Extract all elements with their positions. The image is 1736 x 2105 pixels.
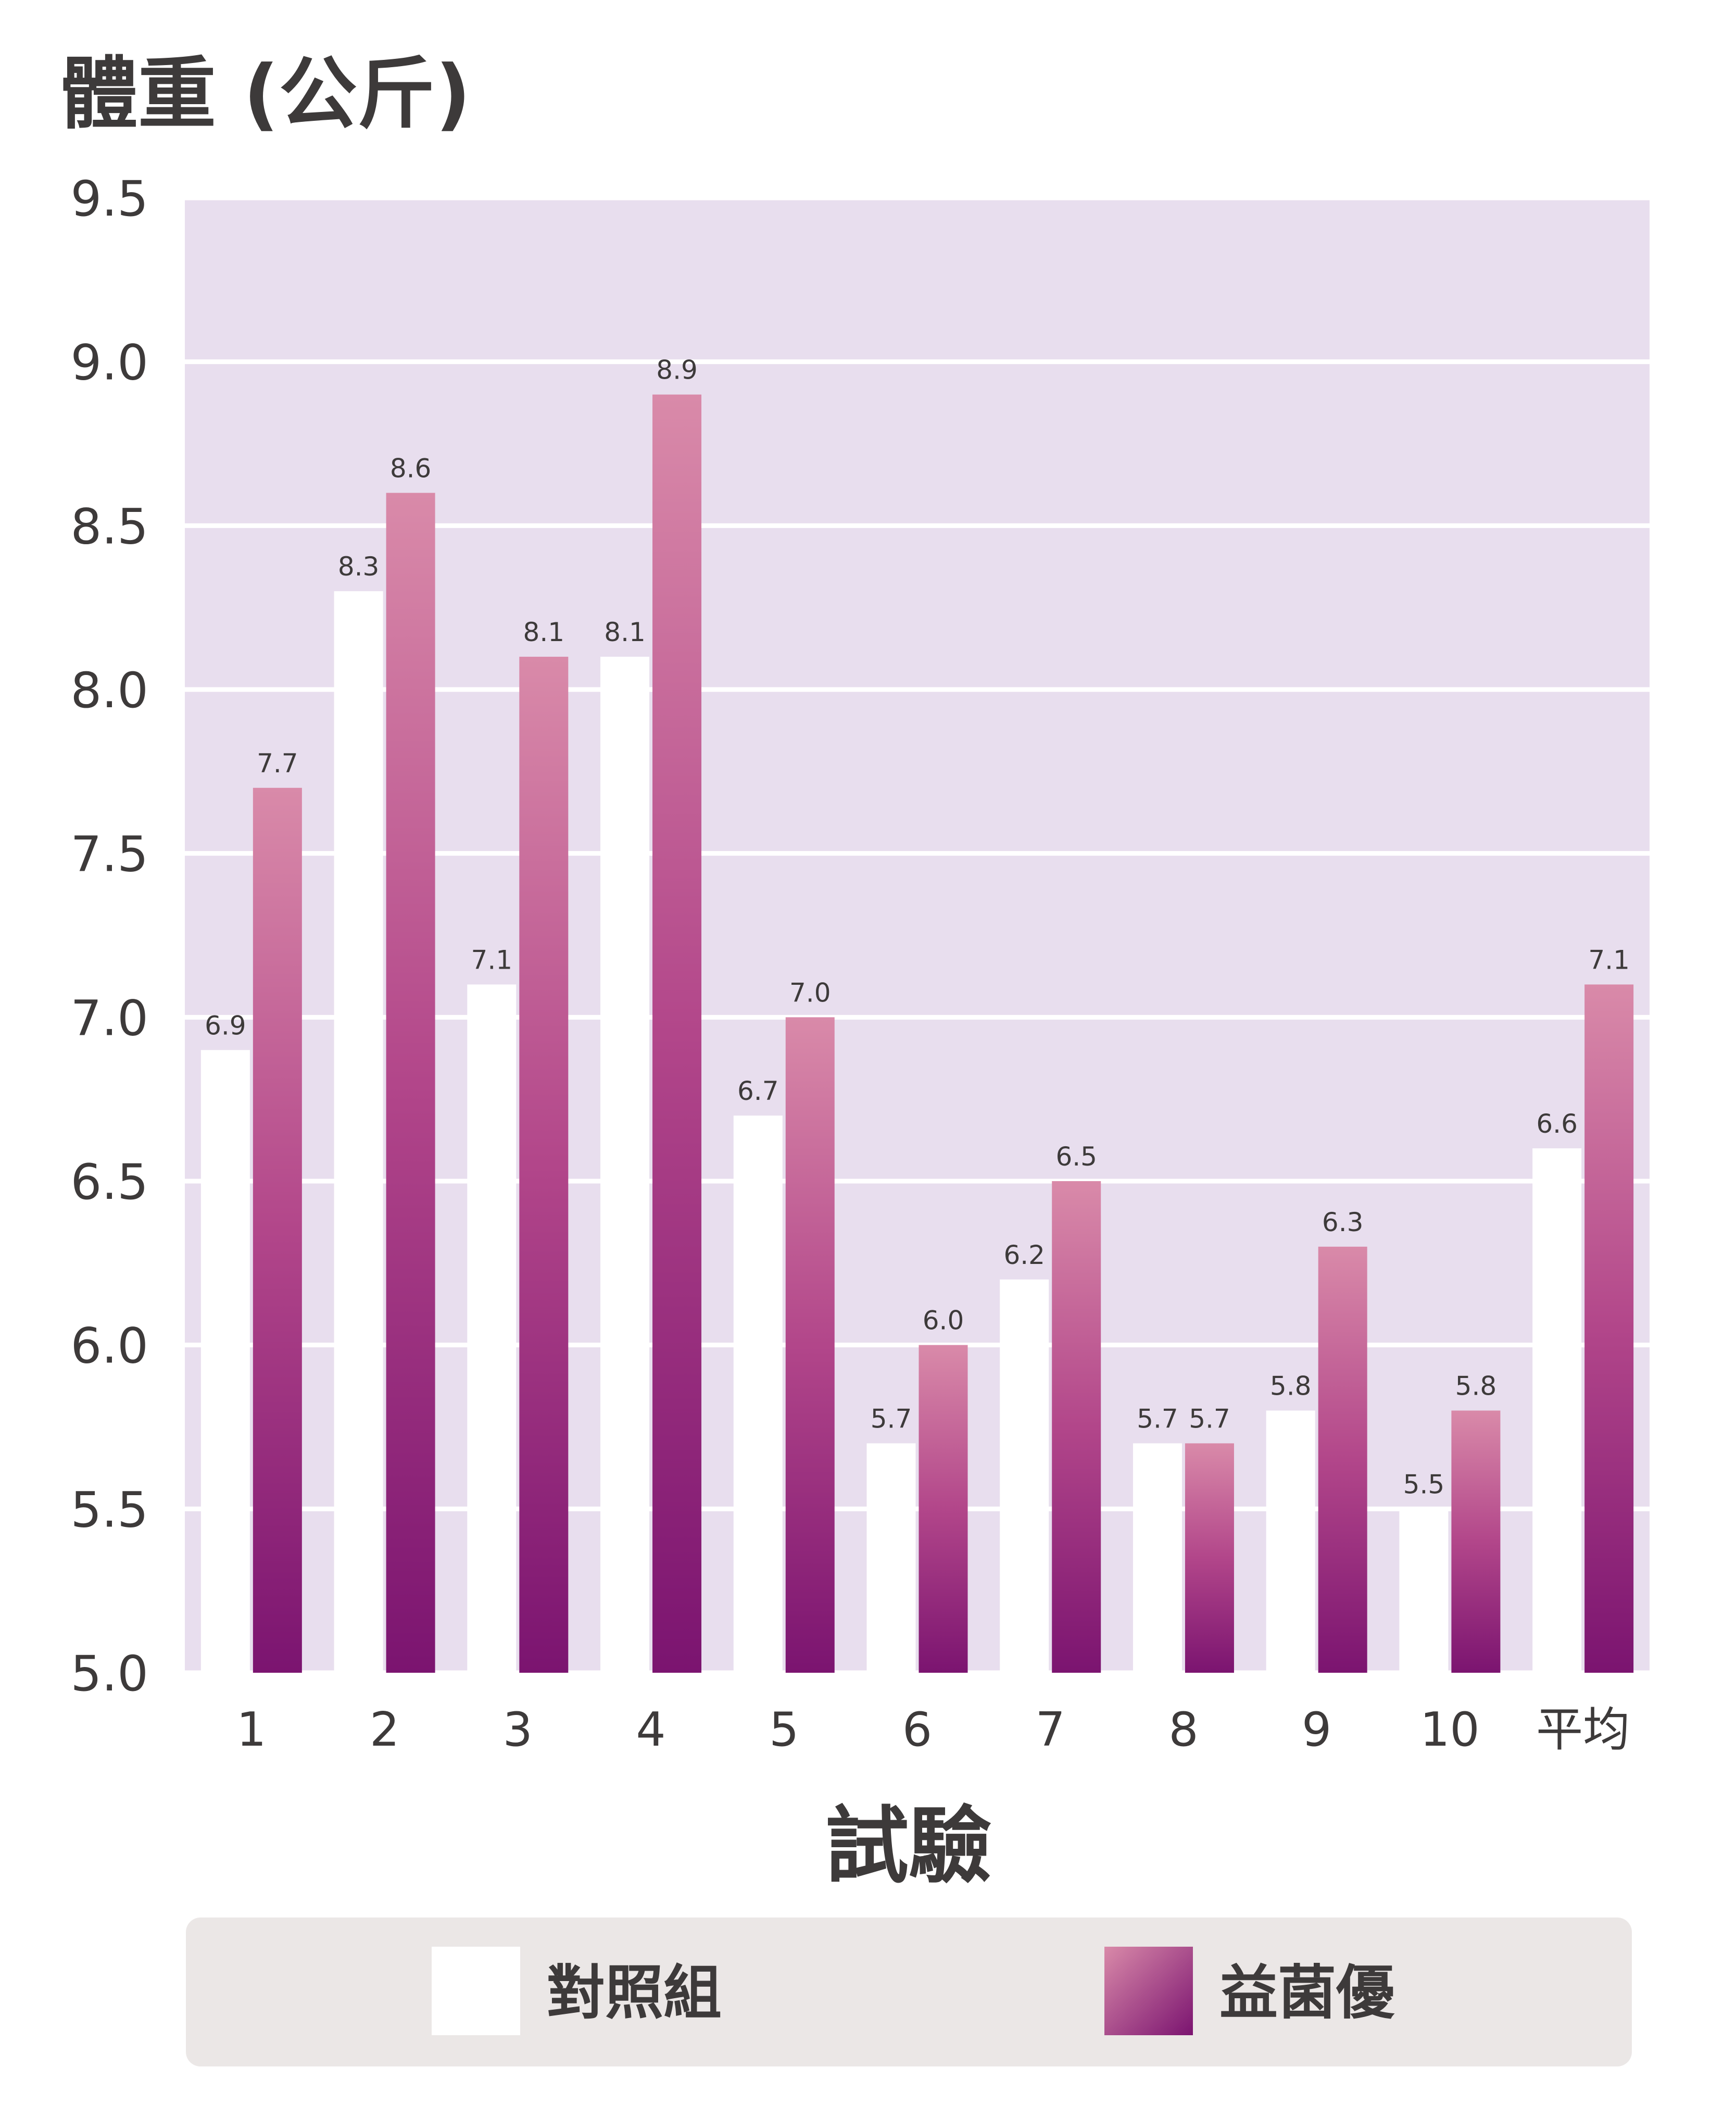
y-tick-label: 8.5	[71, 498, 149, 555]
x-axis-ticks: 1 2 3 4 5 6 7 8 9 10 平均	[236, 1702, 1630, 1757]
x-tick-label: 8	[1168, 1702, 1198, 1757]
legend-item-control: 對照組	[432, 1947, 722, 2035]
bar-probiotic	[652, 394, 702, 1673]
y-tick-label: 7.0	[71, 990, 149, 1047]
bar-control	[200, 1050, 250, 1673]
x-axis-title: 試驗	[825, 1797, 992, 1895]
legend-swatch-probiotic	[1104, 1947, 1193, 2035]
y-axis-ticks: 5.0 5.5 6.0 6.5 7.0 7.5 8.0 8.5 9.0 9.5	[71, 171, 149, 1702]
data-label-control: 6.6	[1536, 1109, 1578, 1139]
legend-item-probiotic: 益菌優	[1104, 1947, 1395, 2035]
x-tick-label: 3	[503, 1702, 533, 1757]
y-tick-label: 9.5	[71, 171, 149, 228]
legend: 對照組 益菌優	[186, 1918, 1632, 2066]
data-label-probiotic: 8.9	[656, 355, 698, 385]
x-tick-label: 平均	[1536, 1702, 1630, 1757]
bar-control	[600, 657, 650, 1673]
data-label-control: 6.7	[737, 1076, 779, 1106]
data-label-probiotic: 6.5	[1055, 1142, 1097, 1172]
y-tick-label: 7.5	[71, 826, 149, 883]
data-label-control: 7.1	[471, 945, 513, 975]
data-label-control: 5.5	[1403, 1469, 1445, 1499]
bar-probiotic	[1185, 1443, 1234, 1673]
bar-control	[1399, 1509, 1449, 1673]
x-tick-label: 4	[636, 1702, 665, 1757]
bar-control	[1000, 1279, 1049, 1673]
y-tick-label: 6.0	[71, 1318, 149, 1375]
bar-control	[866, 1443, 916, 1673]
bar-control	[1532, 1148, 1582, 1673]
x-tick-label: 9	[1302, 1702, 1331, 1757]
data-label-control: 6.9	[205, 1010, 246, 1041]
data-label-probiotic: 6.0	[923, 1306, 964, 1336]
data-label-probiotic: 5.8	[1455, 1371, 1497, 1401]
y-tick-label: 6.5	[71, 1154, 149, 1211]
data-label-probiotic: 5.7	[1189, 1404, 1230, 1434]
y-axis-title: 體重 (公斤)	[60, 49, 471, 140]
data-label-control: 5.7	[871, 1404, 912, 1434]
y-tick-label: 8.0	[71, 662, 149, 719]
legend-label-probiotic: 益菌優	[1219, 1959, 1395, 2027]
x-tick-label: 1	[236, 1702, 266, 1757]
legend-swatch-control	[432, 1947, 520, 2035]
data-label-probiotic: 7.1	[1588, 945, 1630, 975]
x-tick-label: 2	[370, 1702, 399, 1757]
legend-label-control: 對照組	[547, 1959, 722, 2027]
bar-control	[334, 591, 383, 1673]
bar-probiotic	[519, 657, 569, 1673]
bar-probiotic	[386, 493, 435, 1673]
bar-probiotic	[1584, 984, 1634, 1673]
bar-control	[1266, 1410, 1315, 1673]
x-tick-label: 6	[902, 1702, 932, 1757]
x-tick-label: 7	[1036, 1702, 1065, 1757]
bar-probiotic	[785, 1017, 835, 1673]
bar-probiotic	[253, 787, 302, 1673]
data-labels: 6.9 7.7 8.3 8.6 7.1 8.1 8.1 8.9 6.7 7.0 5.7 6.0 6.2 6…	[205, 355, 1630, 1500]
data-label-control: 6.2	[1003, 1240, 1045, 1270]
bar-control	[467, 984, 517, 1673]
data-label-probiotic: 7.7	[257, 748, 298, 779]
bar-control	[733, 1116, 783, 1673]
data-label-control: 5.8	[1270, 1371, 1312, 1401]
y-tick-label: 5.5	[71, 1482, 149, 1538]
data-label-probiotic: 8.1	[523, 617, 565, 647]
bar-probiotic	[1052, 1181, 1101, 1673]
data-label-probiotic: 8.6	[390, 453, 432, 483]
bar-probiotic	[1318, 1246, 1367, 1673]
legend-background	[186, 1918, 1632, 2066]
bar-probiotic	[1451, 1410, 1501, 1673]
bars	[200, 394, 1634, 1673]
bar-probiotic	[919, 1345, 968, 1673]
data-label-control: 8.1	[604, 617, 646, 647]
y-tick-label: 9.0	[71, 335, 149, 392]
bar-control	[1133, 1443, 1182, 1673]
y-tick-label: 5.0	[71, 1646, 149, 1702]
x-tick-label: 5	[769, 1702, 799, 1757]
data-label-control: 5.7	[1137, 1404, 1178, 1434]
data-label-probiotic: 7.0	[789, 978, 831, 1008]
data-label-control: 8.3	[338, 552, 380, 582]
data-label-probiotic: 6.3	[1322, 1207, 1364, 1237]
x-tick-label: 10	[1420, 1702, 1480, 1757]
